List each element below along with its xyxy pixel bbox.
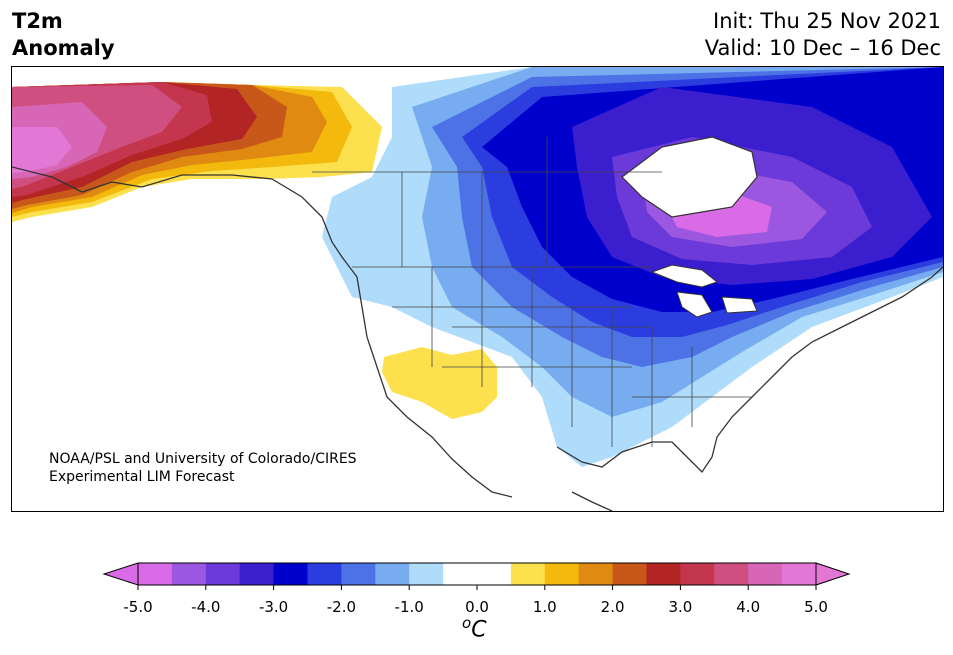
colorbar-cell <box>409 563 444 585</box>
units-label: oC <box>462 614 487 642</box>
colorbar-cell <box>171 563 207 585</box>
colorbar-cell <box>612 563 647 585</box>
colorbar-tick-label: 5.0 <box>804 598 828 616</box>
colorbar-tick-label: -3.0 <box>259 598 288 616</box>
colorbar-under-arrow <box>102 562 139 586</box>
colorbar-tick-label: 3.0 <box>668 598 692 616</box>
init-date: Init: Thu 25 Nov 2021 <box>713 9 941 33</box>
colorbar-cell <box>239 563 275 585</box>
colorbar-tick-label: -4.0 <box>191 598 220 616</box>
borders <box>312 137 752 447</box>
colorbar-cell <box>510 563 546 585</box>
map-title: T2m Anomaly <box>12 8 115 62</box>
credit-line1: NOAA/PSL and University of Colorado/CIRE… <box>49 451 357 467</box>
southwest-warm-anomaly <box>382 347 497 419</box>
lake-michigan <box>676 291 713 318</box>
colorbar-cell <box>578 563 614 585</box>
anomaly-map <box>12 67 943 511</box>
colorbar-cell <box>477 563 512 585</box>
hudson-bay <box>621 136 758 218</box>
colorbar-tick-label: -2.0 <box>327 598 356 616</box>
colorbar-cell <box>646 563 681 585</box>
colorbar-cell <box>273 563 308 585</box>
valid-date: Valid: 10 Dec – 16 Dec <box>704 36 941 60</box>
great-lakes <box>650 264 719 288</box>
colorbar-tick-label: 4.0 <box>736 598 760 616</box>
lake-erie <box>721 296 758 314</box>
forecast-dates: Init: Thu 25 Nov 2021 Valid: 10 Dec – 16… <box>705 8 941 62</box>
map-title-line2: Anomaly <box>12 36 115 60</box>
colorbar-over-arrow <box>815 562 851 586</box>
map-title-line1: T2m <box>12 9 63 33</box>
colorbar-cell <box>714 563 749 585</box>
units-symbol: C <box>471 617 487 643</box>
colorbar-cell <box>680 563 715 585</box>
colorbar-cell <box>443 563 478 585</box>
colorbar-tick-label: -5.0 <box>123 598 152 616</box>
colorbar-cell <box>205 563 241 585</box>
colorbar-cell <box>341 563 376 585</box>
colorbar-cell <box>375 563 410 585</box>
colorbar-cell <box>307 563 342 585</box>
colorbar-tick-label: 2.0 <box>601 598 625 616</box>
units-degree: o <box>462 614 472 632</box>
colorbar-tick-label: -1.0 <box>395 598 424 616</box>
colorbar-tick-label: 0.0 <box>465 598 489 616</box>
colorbar-cell <box>782 563 817 585</box>
colorbar-cell <box>544 563 580 585</box>
map-panel <box>11 66 944 512</box>
alaska-warm-anomaly <box>12 82 382 222</box>
colorbar-cell <box>138 563 173 585</box>
coastlines <box>12 166 943 511</box>
colorbar-cell <box>748 563 783 585</box>
map-credit: NOAA/PSL and University of Colorado/CIRE… <box>49 450 357 486</box>
credit-line2: Experimental LIM Forecast <box>49 469 235 485</box>
colorbar-tick-label: 1.0 <box>533 598 557 616</box>
